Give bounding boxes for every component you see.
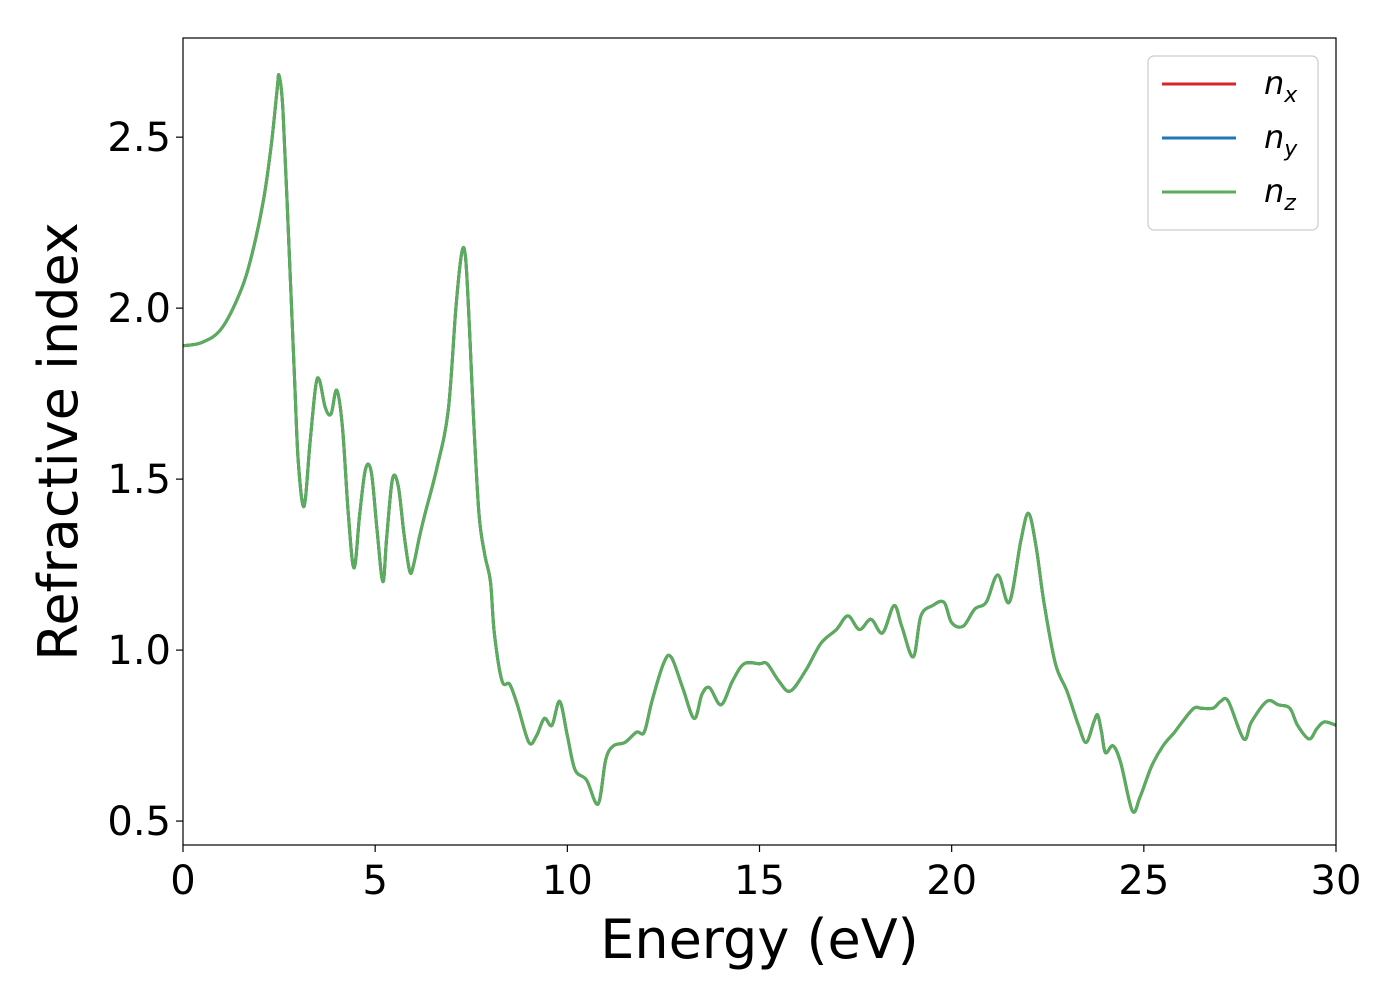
y-tick-label: 2.0: [107, 286, 171, 332]
x-axis-label: Energy (eV): [600, 908, 919, 971]
y-axis-label: Refractive index: [27, 222, 90, 661]
x-tick-label: 0: [170, 858, 195, 904]
legend-label-subscript: z: [1283, 191, 1296, 216]
y-tick-label: 0.5: [107, 799, 171, 845]
x-tick-label: 25: [1118, 858, 1169, 904]
y-axis-ticks: 0.5 1.0 1.5 2.0 2.5: [107, 115, 183, 845]
legend-label-base: n: [1264, 64, 1284, 102]
x-tick-label: 30: [1311, 858, 1362, 904]
series-layer: [183, 73, 1336, 814]
legend-box: [1147, 55, 1319, 231]
x-tick-label: 20: [926, 858, 977, 904]
x-tick-label: 10: [542, 858, 593, 904]
x-axis-ticks: 0 5 10 15 20 25 30: [170, 845, 1361, 904]
y-tick-label: 1.0: [107, 628, 171, 674]
legend-label-subscript: y: [1283, 137, 1298, 162]
y-tick-label: 2.5: [107, 115, 171, 161]
legend-label-base: n: [1264, 172, 1284, 210]
x-tick-label: 15: [734, 858, 785, 904]
legend-label-ny: ny: [1264, 118, 1298, 162]
legend-label-nx: nx: [1264, 64, 1298, 108]
legend-label-subscript: x: [1283, 83, 1298, 108]
x-tick-label: 5: [362, 858, 387, 904]
y-tick-label: 1.5: [107, 457, 171, 503]
legend-label-nz: nz: [1264, 172, 1296, 216]
series-line-nz: [183, 73, 1336, 814]
legend-label-base: n: [1264, 118, 1284, 156]
